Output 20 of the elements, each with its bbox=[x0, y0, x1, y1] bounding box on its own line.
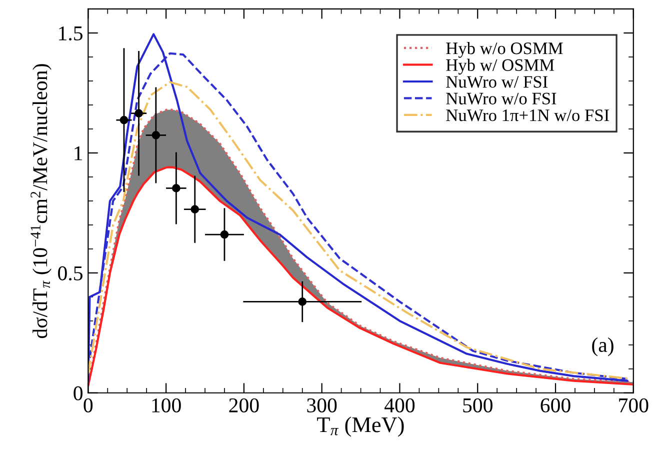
x-tick-label: 0 bbox=[84, 398, 93, 412]
legend-label: NuWro w/o FSI bbox=[446, 92, 556, 105]
y-tick-label: 0 bbox=[74, 386, 82, 400]
x-tick-label: 100 bbox=[152, 398, 181, 412]
legend-label: Hyb w/o OSMM bbox=[446, 42, 563, 58]
x-tick-label: 200 bbox=[229, 398, 259, 412]
y-tick-label: 1.5 bbox=[59, 26, 82, 40]
x-tick-label: 600 bbox=[540, 398, 570, 412]
legend-label: NuWro w/ FSI bbox=[446, 76, 548, 88]
legend-label: NuWro 1π+1N w/o FSI bbox=[446, 110, 609, 122]
x-axis-title: T$_{π}$ (MeV) bbox=[317, 416, 404, 437]
x-tick-label: 300 bbox=[307, 398, 337, 412]
annotation: (a) bbox=[592, 337, 614, 356]
y-tick-label: 0.5 bbox=[58, 266, 82, 280]
x-tick-label: 500 bbox=[463, 398, 492, 412]
legend-label: Hyb w/ OSMM bbox=[446, 58, 554, 75]
x-tick-label: 700 bbox=[619, 398, 648, 412]
y-axis-title: dσ/dT$_{π}$ (10$^{−41}$cm$^{2}$/MeV/nucleon) bbox=[30, 64, 52, 338]
y-tick-label: 1 bbox=[74, 146, 82, 160]
x-tick-label: 400 bbox=[384, 398, 415, 412]
